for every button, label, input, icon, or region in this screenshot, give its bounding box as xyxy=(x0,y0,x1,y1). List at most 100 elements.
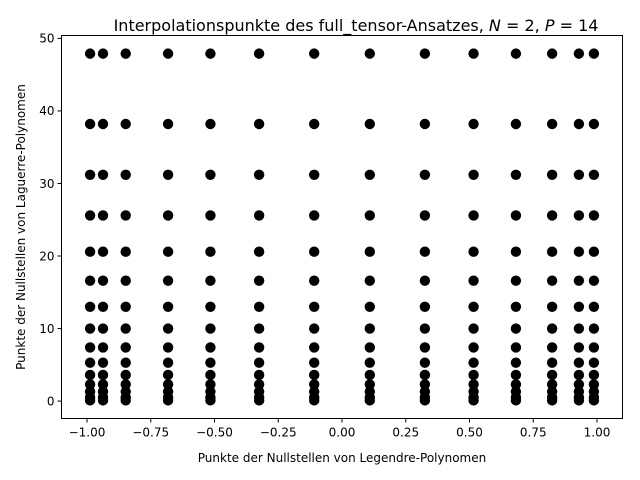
data-point-x12-y8 xyxy=(573,301,585,312)
data-point-x10-y7 xyxy=(510,323,522,334)
y-axis-ticks: 0 10 20 30 40 50 xyxy=(39,32,62,408)
data-point-x6-y8 xyxy=(309,301,320,312)
data-point-x4-y12 xyxy=(205,169,216,180)
data-point-x6-y6 xyxy=(309,342,320,353)
data-point-x12-y3 xyxy=(573,379,585,390)
data-point-x0-y13 xyxy=(84,118,96,130)
data-point-x2-y12 xyxy=(120,169,131,180)
data-point-x8-y8 xyxy=(419,301,431,312)
data-point-x0-y5 xyxy=(84,357,96,368)
data-point-x2-y13 xyxy=(120,118,131,130)
x-axis-label: Punkte der Nullstellen von Legendre-Poly… xyxy=(198,451,486,465)
data-point-x8-y7 xyxy=(419,323,431,334)
data-point-x1-y11 xyxy=(97,210,109,221)
data-point-x11-y13 xyxy=(546,118,558,130)
data-point-x6-y14 xyxy=(309,48,320,59)
data-point-x2-y9 xyxy=(120,275,131,286)
data-point-x1-y2 xyxy=(97,386,109,397)
data-point-x10-y6 xyxy=(510,342,522,353)
data-point-x5-y5 xyxy=(253,357,265,368)
data-point-x8-y3 xyxy=(419,379,431,390)
data-point-x2-y11 xyxy=(120,210,131,221)
data-point-x8-y10 xyxy=(419,246,431,257)
data-point-x8-y5 xyxy=(419,357,431,368)
data-point-x10-y4 xyxy=(510,369,522,381)
y-tick-label: 10 xyxy=(39,322,54,336)
data-point-x7-y7 xyxy=(364,323,375,334)
x-tick-label: −0.50 xyxy=(196,426,233,440)
data-point-x13-y13 xyxy=(588,118,600,130)
data-point-x6-y2 xyxy=(309,386,320,397)
data-point-x13-y9 xyxy=(588,275,600,286)
data-point-x3-y7 xyxy=(162,323,174,334)
data-point-x3-y8 xyxy=(162,301,174,312)
data-point-x2-y4 xyxy=(120,369,131,381)
y-tick-label: 30 xyxy=(39,177,54,191)
data-point-x4-y7 xyxy=(205,323,216,334)
x-tick-label: −0.75 xyxy=(132,426,169,440)
data-point-x7-y4 xyxy=(364,369,375,381)
data-point-x11-y8 xyxy=(546,301,558,312)
data-point-x5-y11 xyxy=(253,210,265,221)
x-tick-label: −1.00 xyxy=(69,426,106,440)
data-point-x11-y12 xyxy=(546,169,558,180)
data-point-x6-y10 xyxy=(309,246,320,257)
data-point-x10-y5 xyxy=(510,357,522,368)
x-tick-label: 1.00 xyxy=(584,426,611,440)
data-point-x5-y7 xyxy=(253,323,265,334)
data-point-x7-y8 xyxy=(364,301,375,312)
y-axis-label: Punkte der Nullstellen von Laguerre-Poly… xyxy=(14,84,28,370)
data-point-x11-y10 xyxy=(546,246,558,257)
data-point-x5-y13 xyxy=(253,118,265,130)
data-point-x4-y4 xyxy=(205,369,216,381)
data-point-x0-y6 xyxy=(84,342,96,353)
data-point-x11-y9 xyxy=(546,275,558,286)
data-point-x9-y6 xyxy=(468,342,479,353)
data-point-x12-y2 xyxy=(573,386,585,397)
data-point-x3-y11 xyxy=(162,210,174,221)
data-point-x9-y13 xyxy=(468,118,479,130)
data-point-x11-y14 xyxy=(546,48,558,59)
data-point-x2-y8 xyxy=(120,301,131,312)
data-point-x8-y13 xyxy=(419,118,431,130)
data-point-x6-y5 xyxy=(309,357,320,368)
data-point-x5-y6 xyxy=(253,342,265,353)
x-tick-label: 0.00 xyxy=(329,426,356,440)
data-point-x5-y4 xyxy=(253,369,265,381)
data-point-x3-y6 xyxy=(162,342,174,353)
data-point-x12-y9 xyxy=(573,275,585,286)
data-point-x6-y7 xyxy=(309,323,320,334)
data-point-x13-y4 xyxy=(588,369,600,381)
data-point-x3-y4 xyxy=(162,369,174,381)
data-point-x1-y5 xyxy=(97,357,109,368)
data-point-x4-y6 xyxy=(205,342,216,353)
data-point-x5-y9 xyxy=(253,275,265,286)
data-points xyxy=(84,48,600,406)
data-point-x1-y14 xyxy=(97,48,109,59)
data-point-x13-y6 xyxy=(588,342,600,353)
data-point-x0-y12 xyxy=(84,169,96,180)
data-point-x9-y7 xyxy=(468,323,479,334)
data-point-x2-y5 xyxy=(120,357,131,368)
data-point-x10-y2 xyxy=(510,386,522,397)
data-point-x13-y3 xyxy=(588,379,600,390)
data-point-x9-y11 xyxy=(468,210,479,221)
x-tick-label: 0.50 xyxy=(456,426,483,440)
data-point-x11-y5 xyxy=(546,357,558,368)
data-point-x10-y10 xyxy=(510,246,522,257)
y-tick-label: 20 xyxy=(39,249,54,263)
data-point-x3-y10 xyxy=(162,246,174,257)
data-point-x10-y3 xyxy=(510,379,522,390)
data-point-x2-y3 xyxy=(120,379,131,390)
data-point-x13-y8 xyxy=(588,301,600,312)
data-point-x6-y11 xyxy=(309,210,320,221)
data-point-x7-y6 xyxy=(364,342,375,353)
data-point-x5-y2 xyxy=(253,386,265,397)
chart-title: Interpolationspunkte des full_tensor-Ans… xyxy=(114,16,599,36)
data-point-x5-y12 xyxy=(253,169,265,180)
data-point-x10-y11 xyxy=(510,210,522,221)
data-point-x4-y14 xyxy=(205,48,216,59)
data-point-x8-y4 xyxy=(419,369,431,381)
data-point-x9-y10 xyxy=(468,246,479,257)
data-point-x3-y12 xyxy=(162,169,174,180)
